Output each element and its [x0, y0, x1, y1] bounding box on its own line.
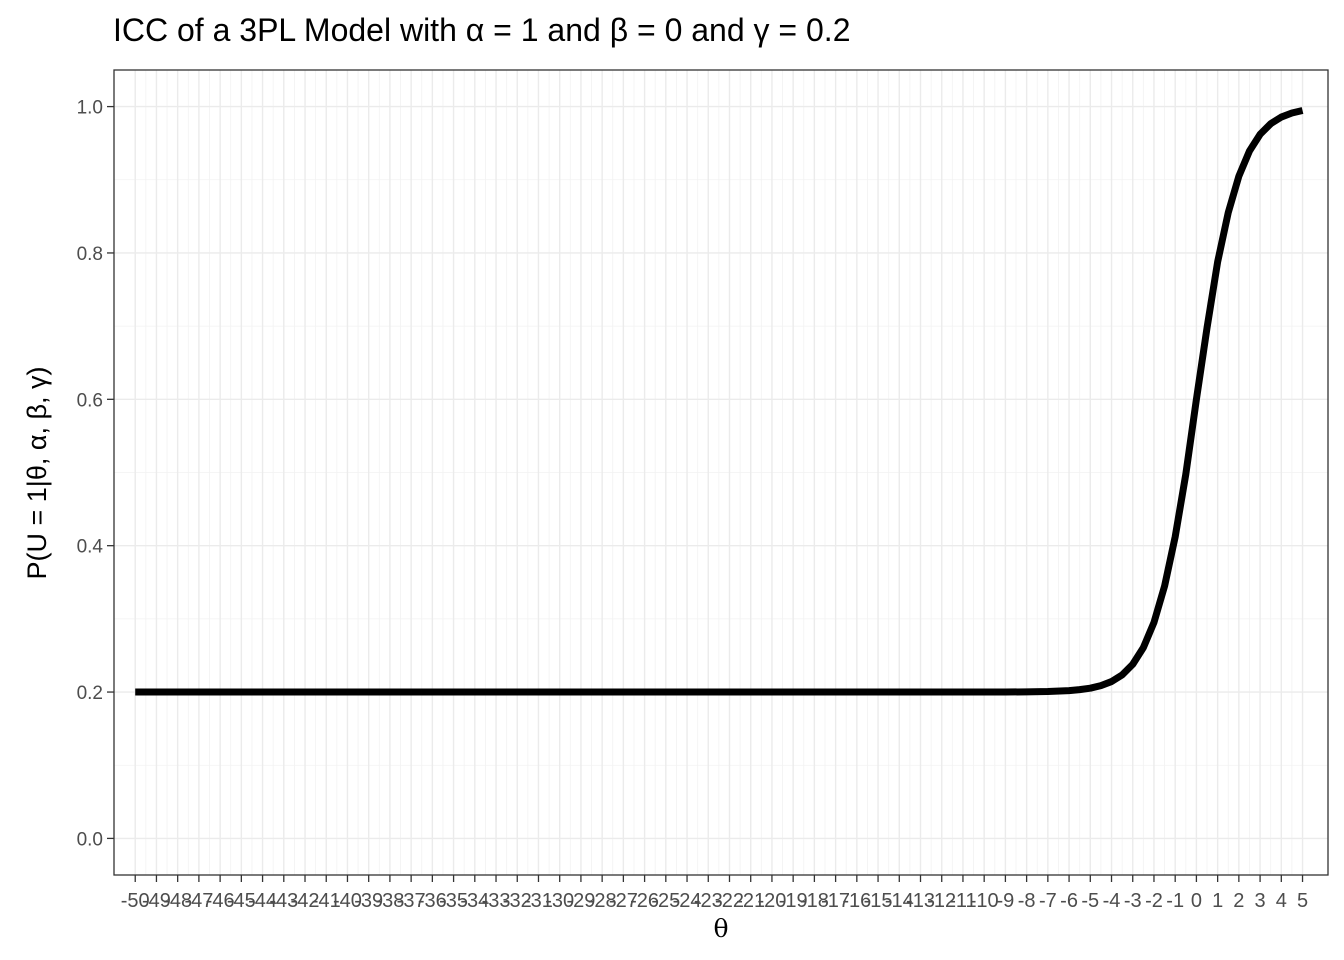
- x-tick-label: -33: [482, 890, 511, 912]
- y-axis-title: P(U = 1|θ, α, β, γ): [22, 367, 52, 580]
- x-tick-label: -39: [354, 890, 383, 912]
- x-tick-label: -44: [248, 890, 277, 912]
- x-tick-label: -29: [566, 890, 595, 912]
- x-tick-label: -5: [1081, 890, 1099, 912]
- x-tick-label: -26: [630, 890, 659, 912]
- y-tick-label: 0.2: [77, 683, 103, 704]
- x-tick-label: -31: [524, 890, 553, 912]
- x-tick-label: -14: [885, 890, 914, 912]
- x-tick-label: -1: [1166, 890, 1184, 912]
- x-tick-label: -36: [418, 890, 447, 912]
- x-tick-label: -48: [163, 890, 192, 912]
- x-tick-label: -32: [503, 890, 532, 912]
- x-tick-label: 1: [1212, 890, 1223, 912]
- x-tick-label: -7: [1039, 890, 1057, 912]
- x-tick-label: -4: [1103, 890, 1121, 912]
- y-tick-label: 0.8: [77, 244, 103, 265]
- x-tick-label: -10: [970, 890, 999, 912]
- x-tick-label: -12: [927, 890, 956, 912]
- x-tick-label: -45: [227, 890, 256, 912]
- x-tick-label: -27: [609, 890, 638, 912]
- x-tick-label: -8: [1018, 890, 1036, 912]
- x-tick-label: -46: [206, 890, 235, 912]
- plot-border: [113, 69, 1329, 876]
- y-tick-label: 0.4: [77, 537, 104, 558]
- x-tick-label: -41: [312, 890, 341, 912]
- y-tick-label: 0.6: [77, 390, 103, 411]
- x-tick-label: -47: [184, 890, 213, 912]
- x-axis-title: θ: [713, 914, 728, 943]
- x-tick-label: -21: [736, 890, 765, 912]
- x-tick-label: -50: [121, 890, 150, 912]
- x-tick-label: -16: [842, 890, 871, 912]
- x-tick-label: -37: [397, 890, 426, 912]
- x-tick-label: -11: [949, 890, 976, 912]
- x-tick-label: -38: [375, 890, 404, 912]
- x-tick-label: -18: [800, 890, 829, 912]
- x-tick-label: -40: [333, 890, 362, 912]
- x-tick-label: -24: [673, 890, 702, 912]
- x-tick-label: 5: [1297, 890, 1308, 912]
- y-tick-label: 0.0: [77, 829, 103, 850]
- x-tick-label: 4: [1276, 890, 1287, 912]
- x-tick-label: -22: [715, 890, 744, 912]
- x-tick-label: -34: [460, 890, 489, 912]
- x-tick-label: -35: [439, 890, 468, 912]
- x-axis: -50-49-48-47-46-45-44-43-42-41-40-39-38-…: [121, 875, 1308, 912]
- x-tick-label: -2: [1145, 890, 1163, 912]
- series-layer: [135, 107, 1304, 696]
- x-tick-label: -20: [757, 890, 786, 912]
- x-tick-label: -28: [588, 890, 617, 912]
- x-tick-label: -42: [291, 890, 320, 912]
- x-tick-label: -30: [545, 890, 574, 912]
- x-tick-label: 3: [1255, 890, 1266, 912]
- chart-title: ICC of a 3PL Model with α = 1 and β = 0 …: [113, 12, 850, 48]
- x-tick-label: -9: [997, 890, 1015, 912]
- x-tick-label: 2: [1233, 890, 1244, 912]
- y-tick-label: 1.0: [77, 98, 103, 119]
- x-tick-label: -13: [906, 890, 935, 912]
- x-tick-label: -15: [864, 890, 893, 912]
- x-tick-label: -49: [142, 890, 171, 912]
- x-tick-label: -25: [651, 890, 680, 912]
- x-tick-label: -43: [269, 890, 298, 912]
- y-axis: 0.0 0.2 0.4 0.6 0.8 1.0: [77, 98, 114, 850]
- x-tick-label: -23: [694, 890, 723, 912]
- x-tick-label: -3: [1124, 890, 1142, 912]
- x-tick-label: -6: [1060, 890, 1078, 912]
- x-tick-label: -19: [779, 890, 808, 912]
- x-tick-label: 0: [1191, 890, 1202, 912]
- series-line: [135, 107, 1304, 696]
- x-tick-label: -17: [821, 890, 850, 912]
